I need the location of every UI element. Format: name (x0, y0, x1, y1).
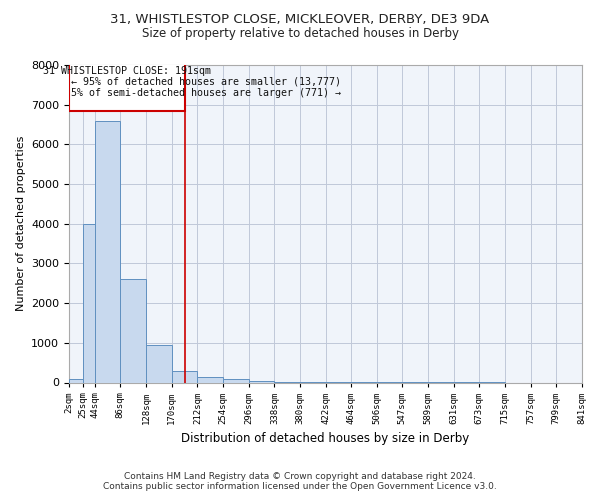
Bar (83, 224, 95, 382)
X-axis label: Distribution of detached houses by size in Derby: Distribution of detached houses by size … (181, 432, 470, 445)
Bar (172, 370, 197, 382)
Bar (249, 380, 274, 382)
Bar (95, 120, 121, 382)
Text: Contains HM Land Registry data © Crown copyright and database right 2024.
Contai: Contains HM Land Registry data © Crown c… (103, 472, 497, 491)
Text: 31, WHISTLESTOP CLOSE, MICKLEOVER, DERBY, DE3 9DA: 31, WHISTLESTOP CLOSE, MICKLEOVER, DERBY… (110, 12, 490, 26)
Text: Size of property relative to detached houses in Derby: Size of property relative to detached ho… (142, 28, 458, 40)
Bar (121, 280, 146, 382)
Bar (146, 345, 172, 383)
Bar (197, 376, 223, 382)
Y-axis label: Number of detached properties: Number of detached properties (16, 136, 26, 312)
Text: ← 95% of detached houses are smaller (13,777): ← 95% of detached houses are smaller (13… (71, 77, 341, 87)
Bar (69, 378, 83, 382)
Text: 31 WHISTLESTOP CLOSE: 191sqm: 31 WHISTLESTOP CLOSE: 191sqm (43, 66, 211, 76)
Text: 5% of semi-detached houses are larger (771) →: 5% of semi-detached houses are larger (7… (71, 88, 341, 98)
Bar (223, 378, 249, 382)
FancyBboxPatch shape (69, 57, 185, 110)
